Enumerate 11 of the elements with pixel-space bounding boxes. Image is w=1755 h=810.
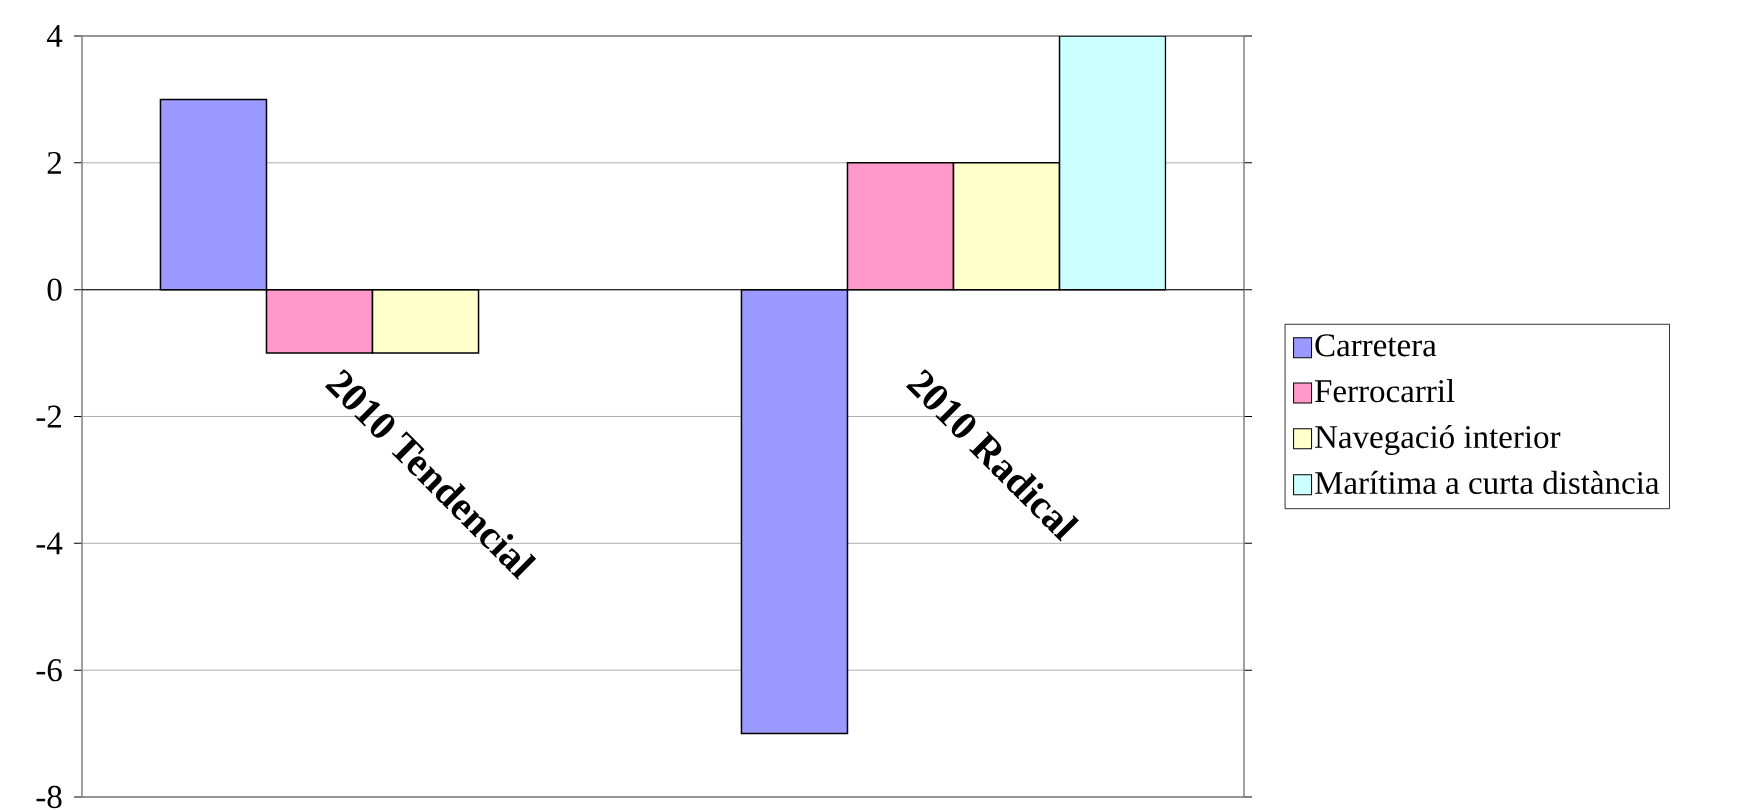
y-tick-label: 4 (46, 25, 63, 47)
legend-label: Marítima a curta distància (1315, 470, 1660, 495)
y-tick-label: -2 (36, 405, 61, 428)
legend-label: Navegació interior (1315, 424, 1561, 455)
legend-label: Ferrocarril (1315, 379, 1455, 403)
y-tick-label: 2 (47, 151, 61, 174)
legend-label: Carretera (1315, 334, 1437, 357)
y-tick-label: -4 (36, 532, 63, 555)
y-tick-label: -8 (36, 785, 62, 809)
y-tick-label: 0 (47, 278, 62, 301)
y-tick-label: -6 (36, 659, 62, 682)
